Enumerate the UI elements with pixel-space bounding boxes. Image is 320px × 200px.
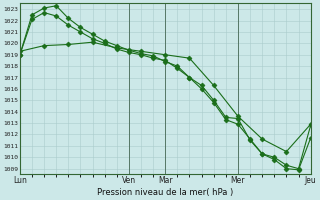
X-axis label: Pression niveau de la mer( hPa ): Pression niveau de la mer( hPa ) (97, 188, 233, 197)
